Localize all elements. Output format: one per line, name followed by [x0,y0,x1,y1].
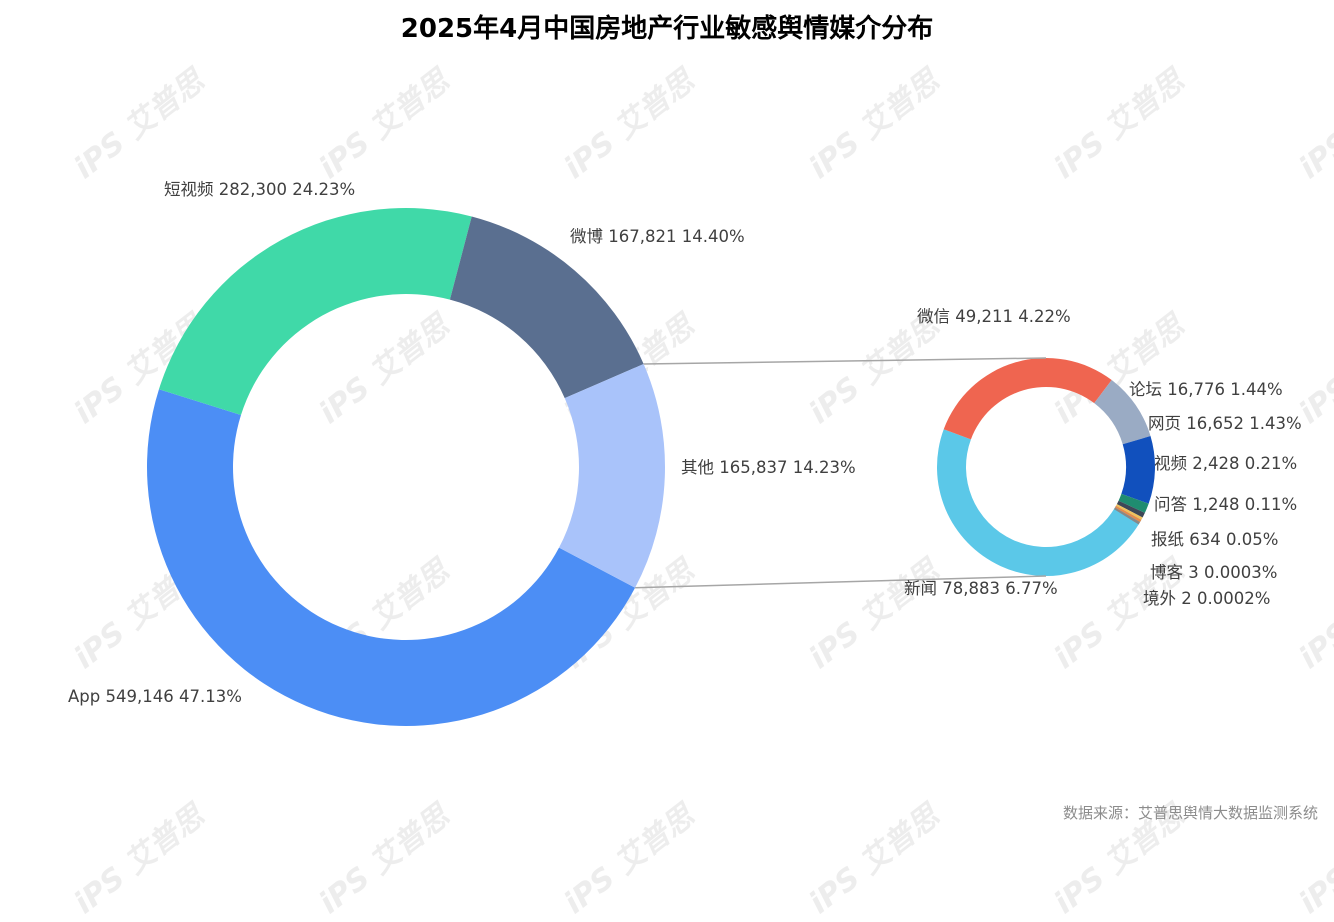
main-donut-slice-3 [559,363,665,588]
sub-donut-label-4: 视频 2,428 0.21% [1154,454,1297,473]
sub-donut-slice-5 [1116,500,1145,518]
main-donut-slice-2 [449,216,644,399]
sub-donut-label-1: 微信 49,211 4.22% [917,307,1071,326]
sub-donut-label-8: 境外 2 0.0002% [1143,589,1270,608]
connector-line-2 [635,575,1047,589]
sub-donut-label-2: 论坛 16,776 1.44% [1129,380,1283,399]
sub-donut-label-5: 问答 1,248 0.11% [1154,495,1297,514]
main-donut-label-2: 微博 167,821 14.40% [570,227,745,246]
watermark-logo: iPS 艾普思 [312,798,456,922]
watermark-logo: iPS 艾普思 [557,798,701,922]
connector-lines [635,357,1047,589]
sub-donut-label-7: 博客 3 0.0003% [1150,563,1277,582]
watermark-logo: iPS 艾普思 [1292,798,1334,922]
source-note: 数据来源：艾普思舆情大数据监测系统 [1062,804,1318,822]
chart-title: 2025年4月中国房地产行业敏感舆情媒介分布 [400,14,934,44]
slice-labels: App 549,146 47.13% 短视频 282,300 24.23% 微博 1… [68,180,1302,706]
main-donut [146,208,665,726]
main-donut-slice-1 [158,208,472,416]
sub-donut-slice-2 [1094,380,1151,445]
main-donut-label-0: App 549,146 47.13% [68,687,242,706]
sub-donut-slice-4 [1118,493,1149,513]
sub-donut [937,358,1155,576]
sub-donut-slice-7 [1114,505,1142,523]
main-donut-label-1: 短视频 282,300 24.23% [164,180,355,199]
sub-donut-label-6: 报纸 634 0.05% [1151,530,1278,549]
sub-donut-label-3: 网页 16,652 1.43% [1148,414,1302,433]
sub-donut-slice-8 [1113,507,1141,525]
watermark-logo: iPS 艾普思 [802,798,946,922]
sub-donut-slice-0 [937,429,1142,576]
sub-donut-slice-3 [1121,436,1155,504]
watermark-logo: iPS 艾普思 [1047,798,1191,922]
sub-donut-label-0: 新闻 78,883 6.77% [904,579,1058,598]
watermark-logo: iPS 艾普思 [67,798,211,922]
main-donut-slice-0 [146,389,636,726]
chart-canvas: App 549,146 47.13% 短视频 282,300 24.23% 微博 1… [68,180,1302,726]
main-donut-label-3: 其他 165,837 14.23% [681,458,856,477]
sub-donut-slice-1 [943,358,1112,440]
connector-line-1 [643,357,1047,365]
sub-donut-slice-6 [1115,504,1143,520]
